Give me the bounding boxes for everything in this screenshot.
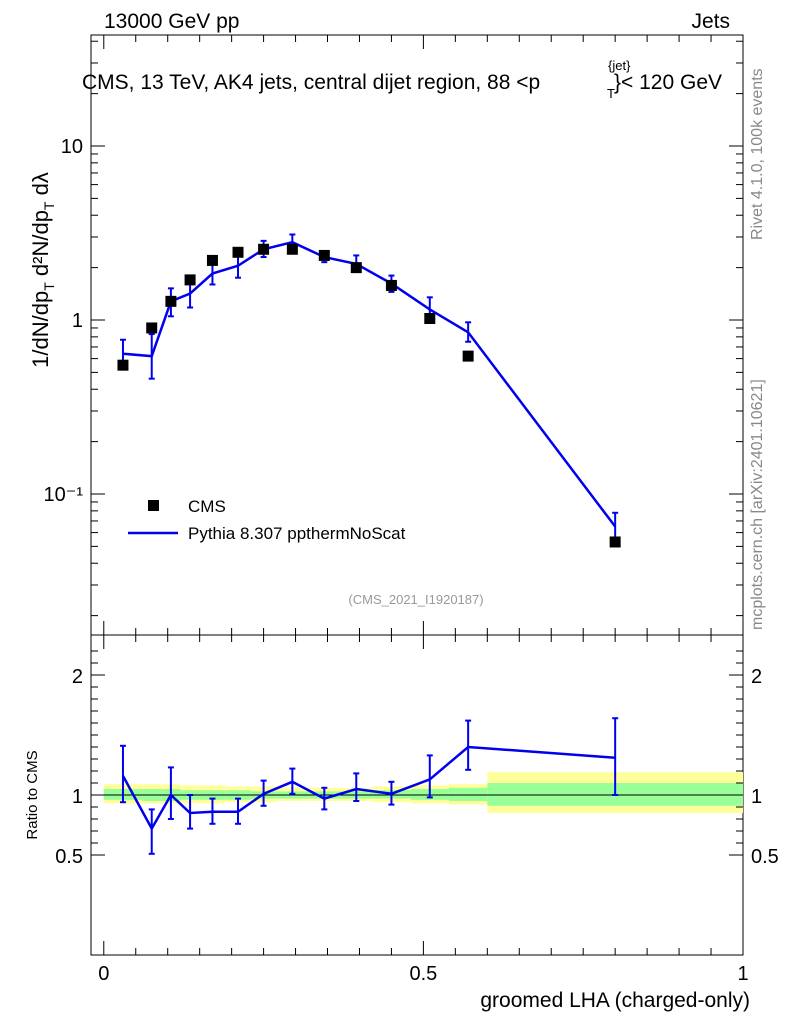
ratio-y-tick-label: 1 xyxy=(72,786,83,808)
analysis-id: (CMS_2021_I1920187) xyxy=(348,592,483,607)
ratio-y-tick-label: 2 xyxy=(72,666,83,688)
legend-cms-marker xyxy=(148,500,159,511)
x-tick-label: 0.5 xyxy=(409,963,437,985)
uncertainty-band-inner xyxy=(448,787,488,801)
legend-cms-label: CMS xyxy=(188,497,226,516)
y-tick-label: 10⁻¹ xyxy=(44,484,84,506)
cms-data-point xyxy=(117,359,129,371)
ratio-y-label: Ratio to CMS xyxy=(24,750,41,839)
rivet-label: Rivet 4.1.0, 100k events xyxy=(749,68,766,240)
legend: CMS Pythia 8.307 ppthermNoScat xyxy=(128,497,406,543)
cms-data-point xyxy=(165,295,177,307)
cms-data-point xyxy=(424,313,436,325)
y-tick-label: 1 xyxy=(72,310,83,332)
ratio-y-tick-label: 0.5 xyxy=(55,846,83,868)
x-tick-label: 1 xyxy=(737,963,748,985)
y-tick-label: 10 xyxy=(61,136,83,158)
ratio-y-tick-label-right: 0.5 xyxy=(751,846,779,868)
plot-title-sub: T xyxy=(607,86,615,101)
plot-title-end: }< 120 GeV xyxy=(614,71,722,94)
ratio-y-tick-label-right: 2 xyxy=(751,666,762,688)
cms-data-point xyxy=(184,274,196,286)
header-left: 13000 GeV pp xyxy=(104,10,239,33)
ratio-panel: 0.5 0.5 1 1 2 2 0 0.5 1 xyxy=(55,634,779,985)
cms-data-point xyxy=(462,350,474,362)
cms-data-point xyxy=(258,243,270,255)
svg-text:1/dN/dpT d²N/dpT dλ: 1/dN/dpT d²N/dpT dλ xyxy=(28,172,57,368)
ratio-y-tick-label-right: 1 xyxy=(751,786,762,808)
cms-data-point xyxy=(318,249,330,261)
cms-data-point xyxy=(206,254,218,266)
plot-title: CMS, 13 TeV, AK4 jets, central dijet reg… xyxy=(82,71,540,94)
cms-data-point xyxy=(609,536,621,548)
main-y-label: 1/dN/dpT d²N/dpT dλ xyxy=(28,172,57,368)
cms-data-point xyxy=(146,322,158,334)
plot-title-main: CMS, 13 TeV, AK4 jets, central dijet reg… xyxy=(82,71,540,94)
x-axis-label: groomed LHA (charged-only) xyxy=(480,989,750,1012)
x-tick-label: 0 xyxy=(98,963,109,985)
ratio-mc-line xyxy=(121,745,616,832)
plot-title-sup: {jet} xyxy=(608,58,631,73)
cms-data-point xyxy=(350,262,362,274)
header-right: Jets xyxy=(691,10,730,33)
legend-mc-label: Pythia 8.307 ppthermNoScat xyxy=(188,524,406,543)
cms-data-point xyxy=(385,279,397,291)
mcplots-label: mcplots.cern.ch [arXiv:2401.10621] xyxy=(749,379,766,630)
cms-data-point xyxy=(232,246,244,258)
main-frame xyxy=(90,34,744,636)
mc-line xyxy=(122,240,617,528)
main-panel: 10⁻¹ 1 10 CMS, 13 TeV, AK4 jets, central d… xyxy=(44,34,744,636)
cms-data-point xyxy=(286,243,298,255)
